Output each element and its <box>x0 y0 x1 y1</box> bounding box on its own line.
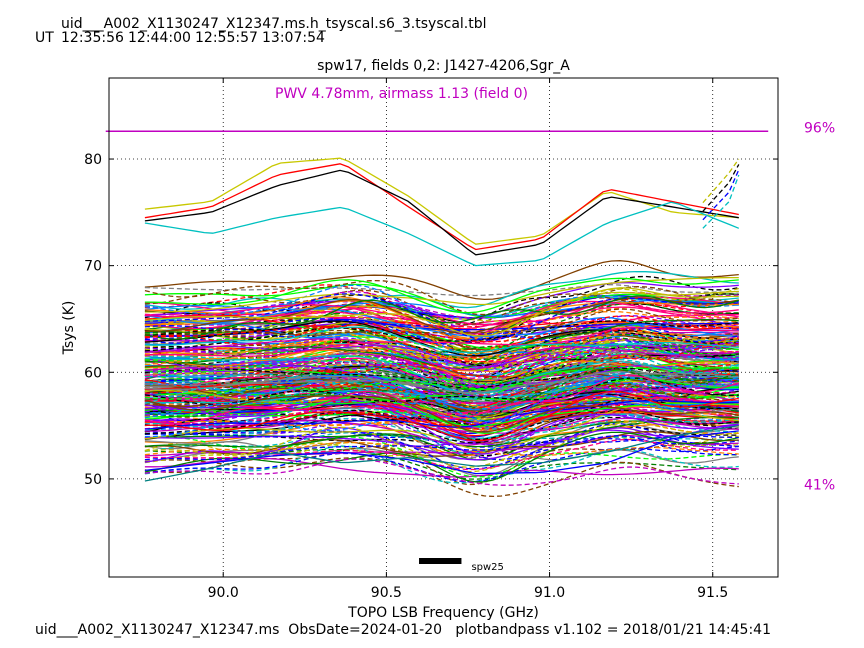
tsys-trace <box>144 400 739 455</box>
y-tick-label: 80 <box>84 152 102 168</box>
y-tick-label: 70 <box>84 259 102 275</box>
tsys-trace <box>144 367 739 418</box>
tsys-trace <box>144 365 739 400</box>
x-tick-label: 90.0 <box>208 585 239 601</box>
tsys-trace <box>144 282 739 320</box>
tsys-trace <box>144 318 739 335</box>
tsys-trace <box>144 417 739 446</box>
tsys-trace <box>144 435 739 461</box>
y-tick-label: 50 <box>84 472 102 488</box>
table-title: uid___A002_X1130247_X12347.ms.h_tsyscal.… <box>61 16 487 32</box>
tsys-trace <box>144 287 739 331</box>
tsys-trace <box>144 337 739 362</box>
ut-time-3: 12:55:57 <box>195 30 258 46</box>
x-tick-label: 91.0 <box>534 585 565 601</box>
tsys-trace <box>144 383 739 424</box>
tsys-traces <box>144 157 740 498</box>
tsys-trace <box>144 331 739 370</box>
tsys-trace <box>144 270 739 310</box>
tsys-trace <box>144 303 739 326</box>
tsys-trace <box>144 374 739 425</box>
tsys-trace <box>144 283 739 318</box>
tsys-trace <box>144 316 739 357</box>
atm-bottom-pct-label: 41% <box>804 478 835 494</box>
tsys-trace <box>144 276 739 313</box>
x-tick-label: 91.5 <box>697 585 728 601</box>
spw25-label: spw25 <box>471 562 503 573</box>
tsys-trace <box>144 327 739 357</box>
tsys-trace <box>144 354 739 384</box>
atm-top-pct-label: 96% <box>804 120 835 136</box>
tsys-trace <box>144 458 739 486</box>
y-axis-label: Tsys (K) <box>61 301 77 356</box>
tsys-envelope-trace <box>144 169 739 256</box>
chart-title: spw17, fields 0,2: J1427-4206,Sgr_A <box>317 58 570 74</box>
tsys-trace <box>144 326 739 361</box>
tsys-trace <box>144 445 739 484</box>
tsys-trace <box>144 336 739 380</box>
ut-time-2: 12:44:00 <box>128 30 191 46</box>
tsys-trace <box>144 395 739 433</box>
ut-time-4: 13:07:54 <box>262 30 325 46</box>
tsys-trace <box>144 421 739 468</box>
tsys-trace <box>144 431 739 470</box>
tsys-trace <box>144 416 739 453</box>
tsys-trace <box>144 377 739 406</box>
tsys-trace <box>144 260 739 301</box>
tsys-trace <box>144 295 739 340</box>
tsys-trace <box>144 378 739 420</box>
tsys-edge-spike <box>702 164 740 212</box>
tsys-trace <box>144 436 739 478</box>
tsys-envelope-trace <box>144 424 739 482</box>
tsys-trace <box>144 342 739 388</box>
tsys-trace <box>144 367 739 389</box>
tsys-trace <box>144 358 739 400</box>
tsys-trace <box>144 390 739 442</box>
tsys-edge-spike <box>702 158 740 204</box>
axis-ticks <box>109 78 778 577</box>
tsys-trace <box>144 315 739 343</box>
ut-time-1: 12:35:56 <box>61 30 124 46</box>
pwv-annotation: PWV 4.78mm, airmass 1.13 (field 0) <box>275 86 528 102</box>
tsys-trace <box>144 374 739 410</box>
tsys-trace <box>144 445 739 483</box>
tsys-trace <box>144 315 739 349</box>
tsys-trace <box>144 351 739 387</box>
tsys-edge-spike <box>702 169 740 221</box>
tsys-trace <box>144 373 739 393</box>
tsys-trace <box>144 326 739 354</box>
plot-frame <box>108 77 779 578</box>
tsys-trace <box>144 396 739 438</box>
tsys-trace <box>144 400 739 430</box>
chart-text: 90.0 90.5 91.0 91.5 50 60 70 80 spw17, fields 0,… <box>61 58 835 621</box>
tsys-envelope-trace <box>144 201 740 267</box>
tsys-trace <box>144 434 739 457</box>
tsys-trace <box>144 457 739 498</box>
tsys-trace <box>144 344 739 389</box>
tsys-trace <box>144 338 739 371</box>
tsys-trace <box>144 330 739 366</box>
y-tick-label: 60 <box>84 365 102 381</box>
tsys-trace <box>144 355 739 395</box>
tsys-trace <box>144 399 739 455</box>
tsys-edge-spike <box>702 174 740 229</box>
x-axis-label: TOPO LSB Frequency (GHz) <box>347 605 539 621</box>
tsys-trace <box>144 427 739 461</box>
tsys-trace <box>144 397 739 441</box>
ut-label: UT <box>35 30 54 46</box>
tsys-trace <box>144 338 739 390</box>
tsys-trace <box>144 286 739 326</box>
tsys-trace <box>144 417 739 441</box>
tsys-trace <box>144 284 739 297</box>
footer-info: uid___A002_X1130247_X12347.ms ObsDate=20… <box>35 622 771 638</box>
tsys-trace <box>144 277 739 314</box>
x-tick-label: 90.5 <box>371 585 402 601</box>
tsys-envelope-trace <box>144 430 739 475</box>
tsys-trace <box>144 287 739 337</box>
